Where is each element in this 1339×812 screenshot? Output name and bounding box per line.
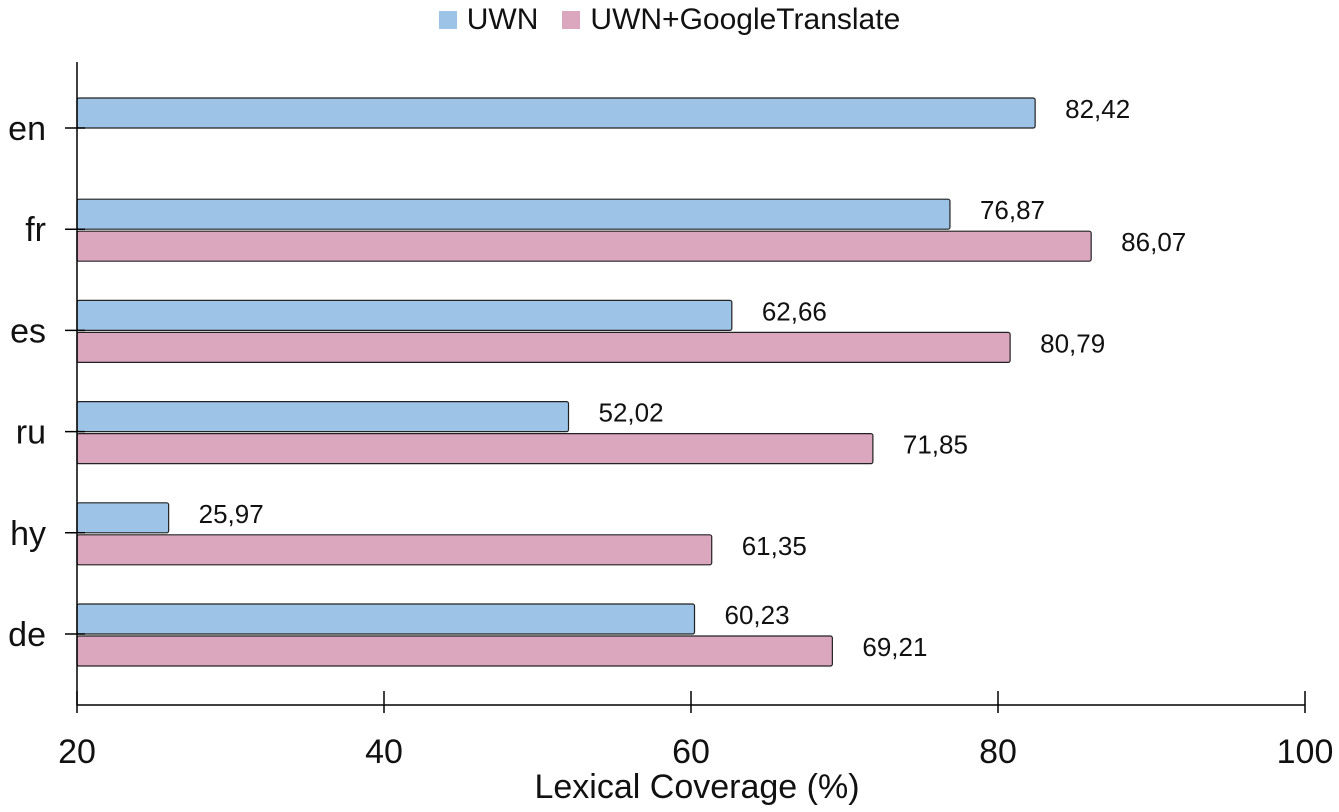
x-tick-label: 80 bbox=[979, 733, 1017, 771]
bar-uwn-google bbox=[76, 433, 874, 465]
labels-layer: 20 40 60 80 100 en 82,42 fr 76,87 86,07 es 62,66 80,… bbox=[8, 94, 1333, 771]
data-label: 76,87 bbox=[980, 195, 1045, 225]
axes-layer bbox=[65, 62, 1306, 713]
bar-uwn bbox=[76, 97, 1036, 129]
data-label: 80,79 bbox=[1040, 328, 1105, 358]
y-tick-label: de bbox=[8, 616, 46, 654]
data-label: 71,85 bbox=[903, 430, 968, 460]
x-tick-label: 20 bbox=[58, 733, 96, 771]
x-tick-label: 60 bbox=[672, 733, 710, 771]
data-label: 25,97 bbox=[199, 499, 264, 529]
bar-uwn bbox=[76, 401, 570, 433]
legend-swatch-uwn-google bbox=[562, 11, 581, 29]
bars-layer bbox=[76, 97, 1092, 667]
legend-label-uwn: UWN bbox=[466, 3, 539, 36]
bar-uwn-google bbox=[76, 635, 833, 667]
bar-uwn-google bbox=[76, 331, 1011, 363]
x-axis-title: Lexical Coverage (%) bbox=[534, 768, 859, 806]
data-label: 69,21 bbox=[862, 632, 927, 662]
y-tick-label: hy bbox=[10, 515, 46, 553]
bar-uwn-google bbox=[76, 230, 1092, 262]
bar-uwn bbox=[76, 299, 733, 331]
bar-uwn bbox=[76, 198, 951, 230]
data-label: 60,23 bbox=[725, 600, 790, 630]
data-label: 62,66 bbox=[762, 296, 827, 326]
y-tick-label: en bbox=[8, 110, 46, 148]
data-label: 52,02 bbox=[599, 398, 664, 428]
y-tick-label: es bbox=[10, 312, 46, 350]
legend-item-uwn: UWN bbox=[438, 3, 539, 37]
x-tick-label: 40 bbox=[365, 733, 403, 771]
y-tick-label: fr bbox=[25, 211, 46, 249]
legend-label-uwn-google: UWN+GoogleTranslate bbox=[590, 3, 901, 36]
y-tick-label: ru bbox=[16, 414, 46, 452]
legend-swatch-uwn bbox=[438, 11, 457, 29]
x-tick-label: 100 bbox=[1277, 733, 1334, 771]
bar-uwn bbox=[76, 502, 170, 534]
bar-uwn-google bbox=[76, 534, 713, 566]
chart-legend: UWN UWN+GoogleTranslate bbox=[0, 0, 1339, 40]
bar-uwn bbox=[76, 603, 696, 635]
data-label: 61,35 bbox=[742, 531, 807, 561]
data-label: 82,42 bbox=[1065, 94, 1130, 124]
data-label: 86,07 bbox=[1121, 227, 1186, 257]
legend-item-uwn-google: UWN+GoogleTranslate bbox=[562, 3, 900, 37]
